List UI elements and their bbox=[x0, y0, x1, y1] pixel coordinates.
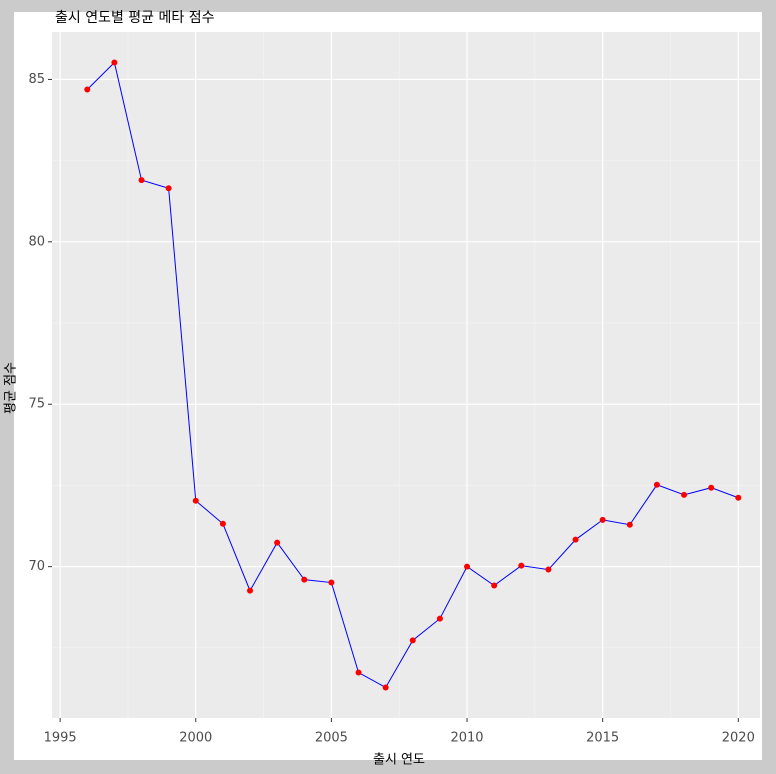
point bbox=[599, 516, 606, 523]
point bbox=[626, 521, 633, 528]
point bbox=[219, 520, 226, 527]
x-tick-label: 2005 bbox=[315, 731, 348, 746]
point bbox=[247, 587, 254, 594]
point bbox=[653, 481, 660, 488]
x-tick-label: 2000 bbox=[179, 731, 212, 746]
point bbox=[545, 566, 552, 573]
point bbox=[735, 494, 742, 501]
panel bbox=[52, 32, 760, 718]
point bbox=[464, 563, 471, 570]
point bbox=[518, 562, 525, 569]
point bbox=[111, 59, 118, 66]
point bbox=[572, 536, 579, 543]
y-tick-label: 80 bbox=[28, 234, 45, 249]
y-tick-label: 70 bbox=[28, 559, 45, 574]
point bbox=[192, 497, 199, 504]
x-tick-label: 2010 bbox=[450, 731, 483, 746]
point bbox=[491, 582, 498, 589]
point bbox=[708, 484, 715, 491]
point bbox=[355, 669, 362, 676]
point bbox=[301, 576, 308, 583]
x-axis-title: 출시 연도 bbox=[373, 753, 425, 768]
x-tick-label: 2015 bbox=[586, 731, 619, 746]
point bbox=[165, 185, 172, 192]
point bbox=[409, 637, 416, 644]
y-tick-label: 75 bbox=[28, 397, 45, 412]
point bbox=[328, 579, 335, 586]
point bbox=[436, 615, 443, 622]
point bbox=[84, 86, 91, 93]
y-tick-label: 85 bbox=[28, 72, 45, 87]
point bbox=[274, 539, 281, 546]
chart-title: 출시 연도별 평균 메타 점수 bbox=[55, 10, 215, 26]
x-tick-label: 1995 bbox=[44, 731, 77, 746]
point bbox=[382, 684, 389, 691]
y-axis-title: 평균 점수 bbox=[4, 362, 19, 414]
point bbox=[138, 177, 145, 184]
point bbox=[681, 491, 688, 498]
x-tick-label: 2020 bbox=[722, 731, 755, 746]
